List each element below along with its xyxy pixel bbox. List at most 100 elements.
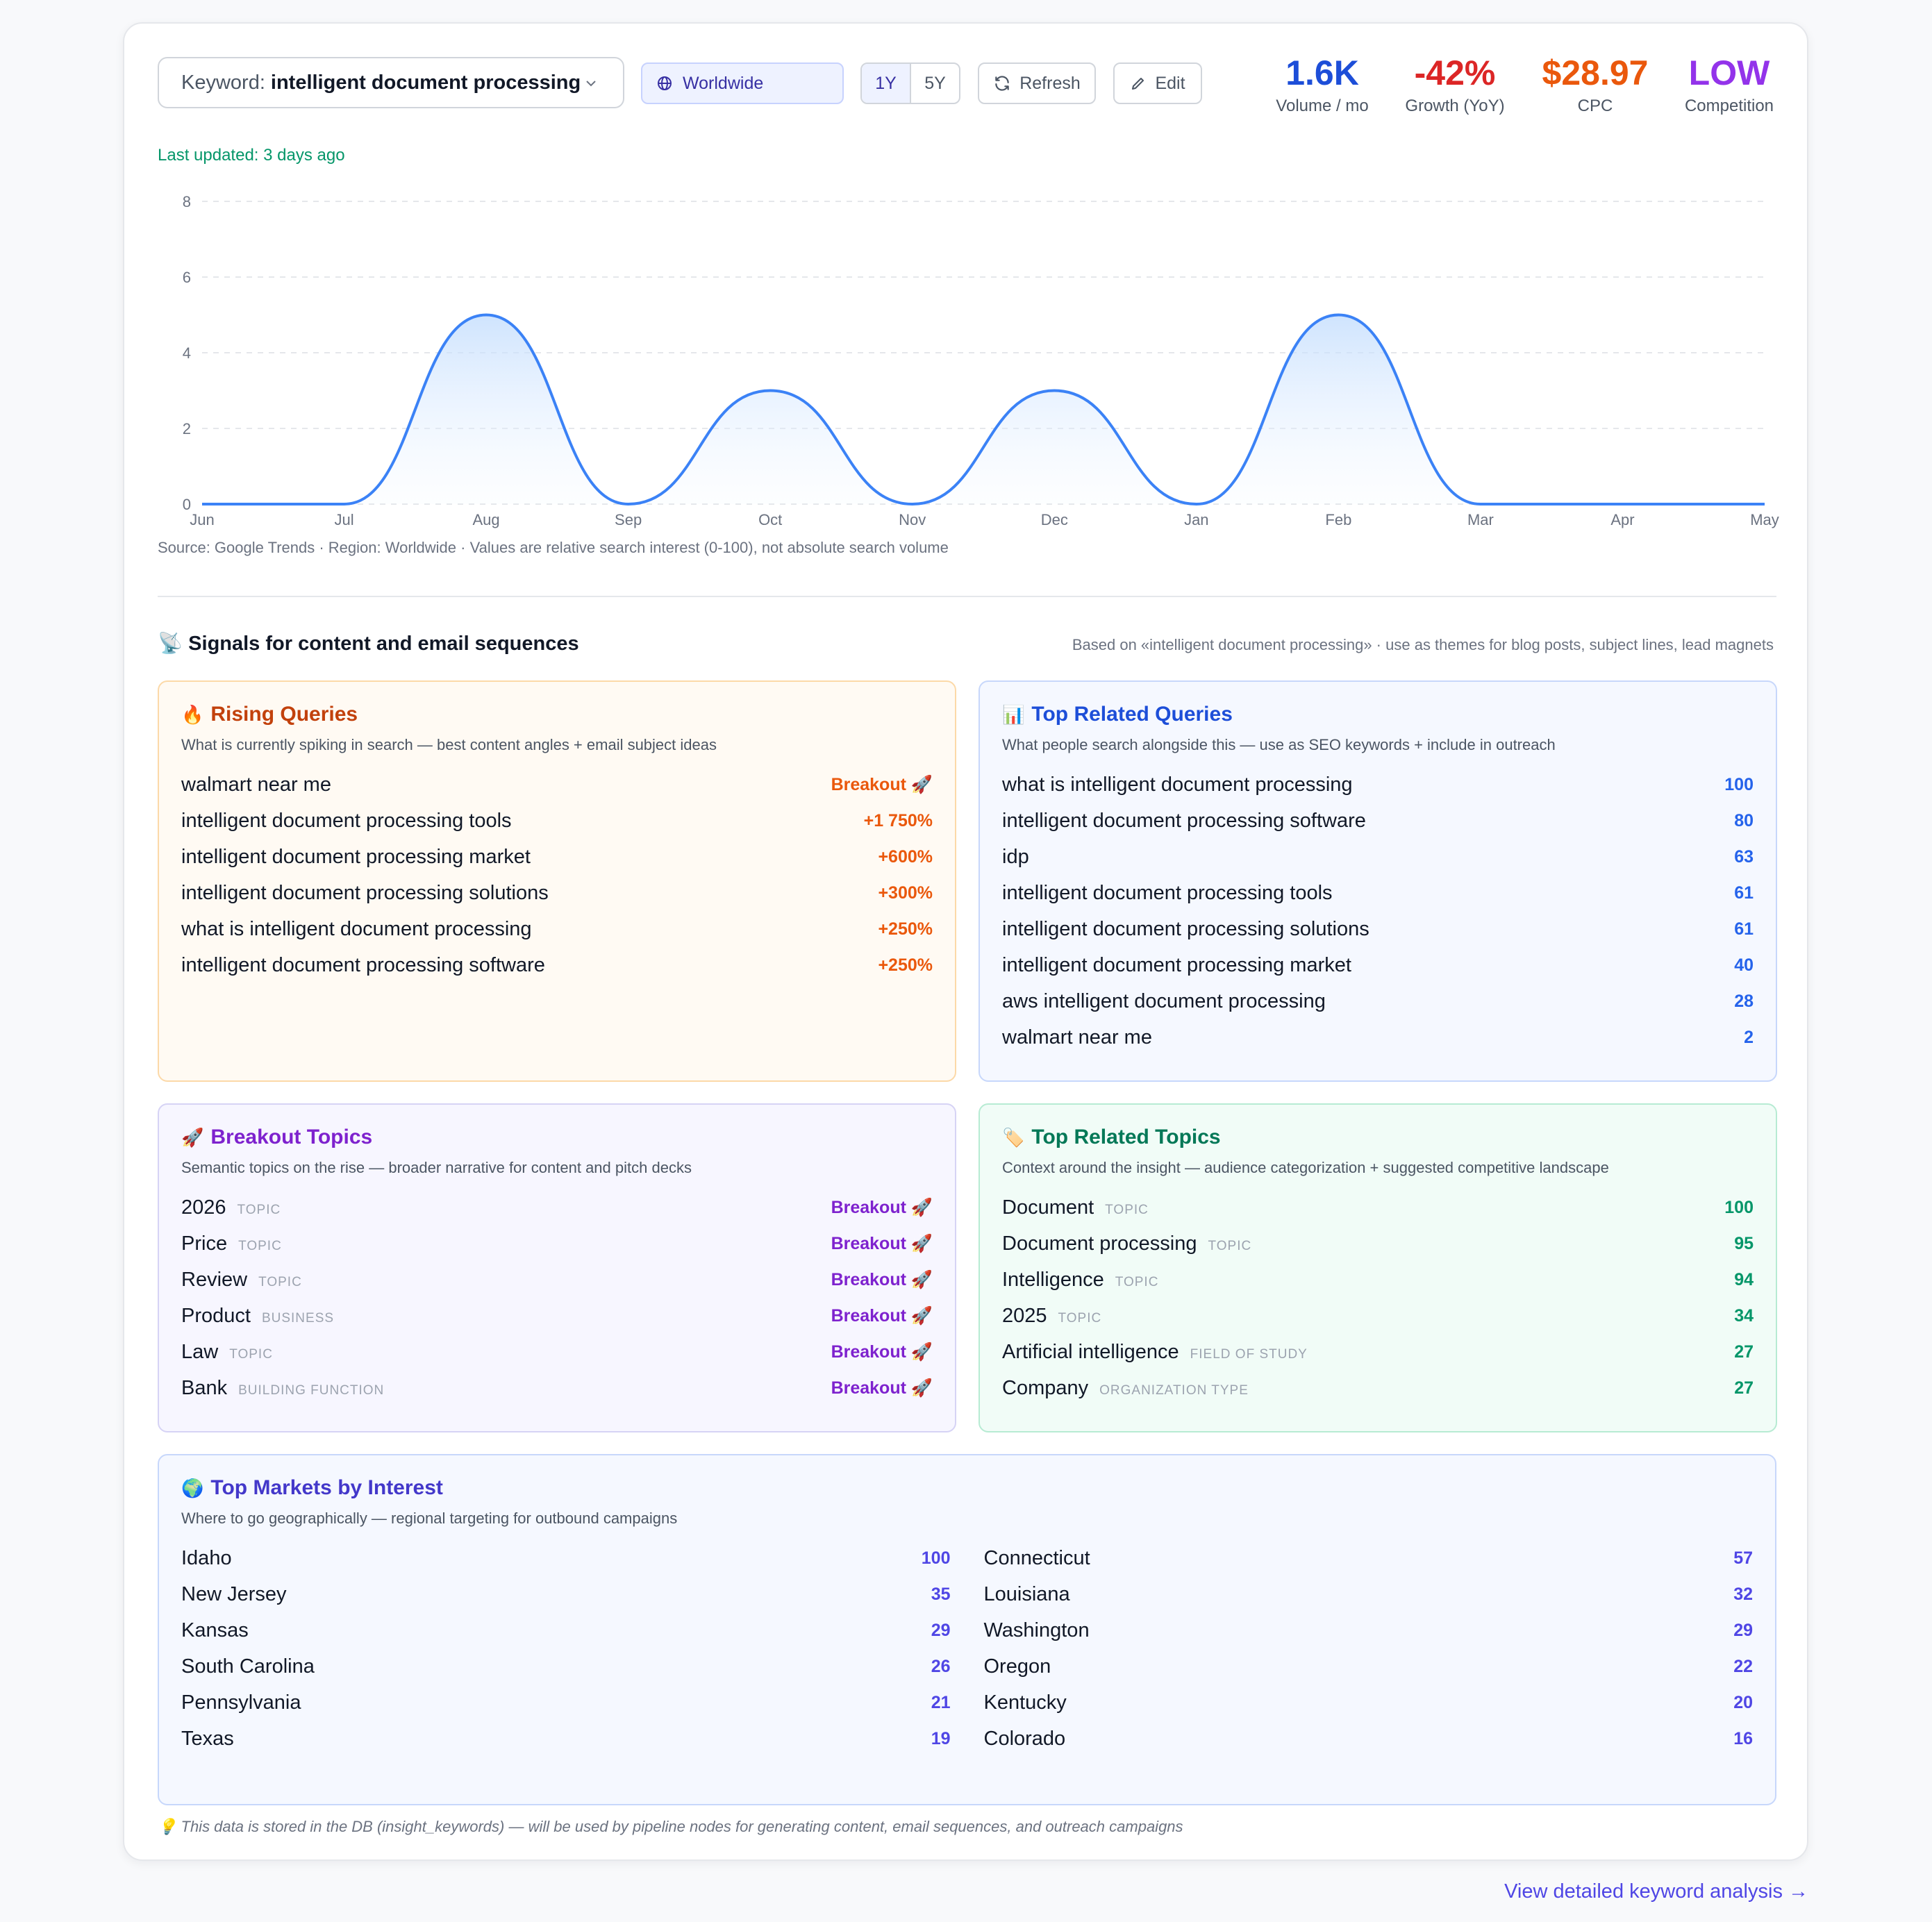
item-name: Bank	[181, 1376, 228, 1399]
list-item[interactable]: New Jersey 35	[181, 1576, 951, 1612]
list-item[interactable]: walmart near me Breakout 🚀	[181, 767, 933, 803]
list-item[interactable]: walmart near me 2	[1002, 1019, 1754, 1055]
y-tick-label: 6	[183, 269, 191, 286]
item-value: 19	[931, 1728, 951, 1748]
item-name: intelligent document processing market	[1002, 953, 1351, 976]
item-name: Document processing	[1002, 1232, 1197, 1255]
refresh-button[interactable]: Refresh	[978, 62, 1096, 104]
item-name: Connecticut	[983, 1546, 1090, 1569]
item-name: intelligent document processing market	[181, 845, 531, 868]
item-name-wrap: walmart near me	[1002, 1026, 1152, 1049]
signals-title-text: Signals for content and email sequences	[188, 633, 579, 655]
edit-button[interactable]: Edit	[1113, 62, 1202, 104]
list-item[interactable]: Bank BUILDING FUNCTION Breakout 🚀	[181, 1370, 933, 1406]
signals-note: Based on «intelligent document processin…	[1072, 636, 1774, 653]
list-item[interactable]: intelligent document processing tools 61	[1002, 875, 1754, 911]
range-1y-button[interactable]: 1Y	[862, 64, 911, 103]
item-tag: BUSINESS	[261, 1310, 335, 1326]
list-item[interactable]: 2025 TOPIC 34	[1002, 1298, 1754, 1334]
panel-title: 🔥 Rising Queries	[181, 703, 933, 726]
list-item[interactable]: 2026 TOPIC Breakout 🚀	[181, 1189, 933, 1226]
list-item[interactable]: Idaho 100	[181, 1540, 951, 1576]
x-tick-label: Aug	[473, 511, 500, 528]
list-item[interactable]: Kentucky 20	[984, 1685, 1754, 1721]
item-value: 21	[931, 1692, 951, 1712]
item-value: 29	[1733, 1620, 1753, 1640]
item-name-wrap: what is intelligent document processing	[181, 918, 532, 941]
item-value: Breakout 🚀	[831, 1342, 933, 1362]
item-name-wrap: Intelligence TOPIC	[1002, 1269, 1158, 1292]
keyword-insight-card: Keyword: intelligent document processing…	[123, 22, 1808, 1861]
y-tick-label: 0	[183, 496, 191, 513]
item-tag: TOPIC	[229, 1346, 273, 1362]
list-item[interactable]: Artificial intelligence FIELD OF STUDY 27	[1002, 1334, 1754, 1370]
panel-title-text: Rising Queries	[210, 703, 358, 726]
keyword-select[interactable]: Keyword: intelligent document processing	[158, 57, 624, 108]
list-item[interactable]: intelligent document processing solution…	[181, 875, 933, 911]
item-value: 61	[1734, 919, 1754, 939]
tag-icon: 🏷️	[1002, 1126, 1025, 1148]
item-name: New Jersey	[181, 1582, 287, 1605]
list-item[interactable]: Pennsylvania 21	[181, 1685, 951, 1721]
list-item[interactable]: Company ORGANIZATION TYPE 27	[1002, 1370, 1754, 1406]
list-item[interactable]: intelligent document processing market 40	[1002, 947, 1754, 983]
list-item[interactable]: Product BUSINESS Breakout 🚀	[181, 1298, 933, 1334]
stat-value: LOW	[1688, 53, 1770, 92]
item-value: 26	[931, 1656, 951, 1676]
list-item[interactable]: Review TOPIC Breakout 🚀	[181, 1262, 933, 1298]
list-item[interactable]: Intelligence TOPIC 94	[1002, 1262, 1754, 1298]
item-name: South Carolina	[181, 1655, 315, 1678]
rising-query-list: walmart near me Breakout 🚀 intelligent doc…	[181, 767, 933, 983]
item-value: 32	[1733, 1584, 1753, 1604]
item-name-wrap: Colorado	[984, 1728, 1066, 1750]
x-tick-label: May	[1750, 511, 1779, 528]
stat-value: $28.97	[1542, 53, 1649, 92]
item-value: 16	[1733, 1728, 1753, 1748]
item-name-wrap: South Carolina	[181, 1655, 315, 1678]
list-item[interactable]: Law TOPIC Breakout 🚀	[181, 1334, 933, 1370]
view-detailed-analysis-link[interactable]: View detailed keyword analysis →	[1504, 1880, 1808, 1903]
list-item[interactable]: South Carolina 26	[181, 1648, 951, 1685]
stat-label: Competition	[1684, 97, 1774, 115]
list-item[interactable]: Oregon 22	[984, 1648, 1754, 1685]
list-item[interactable]: Document processing TOPIC 95	[1002, 1226, 1754, 1262]
list-item[interactable]: Document TOPIC 100	[1002, 1189, 1754, 1226]
list-item[interactable]: intelligent document processing software…	[1002, 803, 1754, 839]
list-item[interactable]: Washington 29	[984, 1612, 1754, 1648]
related-queries-panel: 📊 Top Related Queries What people search…	[979, 680, 1777, 1082]
item-name: Intelligence	[1002, 1268, 1104, 1291]
item-name-wrap: aws intelligent document processing	[1002, 990, 1326, 1013]
list-item[interactable]: intelligent document processing solution…	[1002, 911, 1754, 947]
refresh-label: Refresh	[1019, 73, 1081, 93]
markets-left-list: Idaho 100 New Jersey 35 Kansas 29 South Caroli…	[181, 1540, 951, 1757]
list-item[interactable]: what is intelligent document processing +…	[181, 911, 933, 947]
range-5y-button[interactable]: 5Y	[924, 73, 946, 93]
top-markets-panel: 🌍 Top Markets by Interest Where to go ge…	[158, 1454, 1776, 1805]
satellite-icon: 📡	[158, 633, 183, 655]
list-item[interactable]: idp 63	[1002, 839, 1754, 875]
list-item[interactable]: Price TOPIC Breakout 🚀	[181, 1226, 933, 1262]
list-item[interactable]: Louisiana 32	[984, 1576, 1754, 1612]
item-value: 100	[921, 1548, 951, 1568]
list-item[interactable]: Kansas 29	[181, 1612, 951, 1648]
list-item[interactable]: aws intelligent document processing 28	[1002, 983, 1754, 1019]
item-value: 20	[1733, 1692, 1753, 1712]
item-name-wrap: Idaho	[181, 1547, 232, 1570]
list-item[interactable]: Colorado 16	[984, 1721, 1754, 1757]
list-item[interactable]: intelligent document processing software…	[181, 947, 933, 983]
globe-icon: 🌍	[181, 1477, 204, 1498]
list-item[interactable]: Texas 19	[181, 1721, 951, 1757]
item-value: 29	[931, 1620, 951, 1640]
x-tick-label: Jun	[190, 511, 214, 528]
region-selector[interactable]: Worldwide	[641, 62, 844, 104]
item-name-wrap: Bank BUILDING FUNCTION	[181, 1377, 384, 1400]
list-item[interactable]: what is intelligent document processing 1…	[1002, 767, 1754, 803]
item-name-wrap: 2026 TOPIC	[181, 1196, 281, 1219]
list-item[interactable]: intelligent document processing tools +1 …	[181, 803, 933, 839]
item-name-wrap: Connecticut	[984, 1547, 1090, 1570]
item-name-wrap: intelligent document processing software	[1002, 810, 1366, 833]
list-item[interactable]: Connecticut 57	[984, 1540, 1754, 1576]
y-tick-label: 4	[183, 344, 191, 362]
edit-label: Edit	[1155, 73, 1185, 93]
list-item[interactable]: intelligent document processing market +6…	[181, 839, 933, 875]
